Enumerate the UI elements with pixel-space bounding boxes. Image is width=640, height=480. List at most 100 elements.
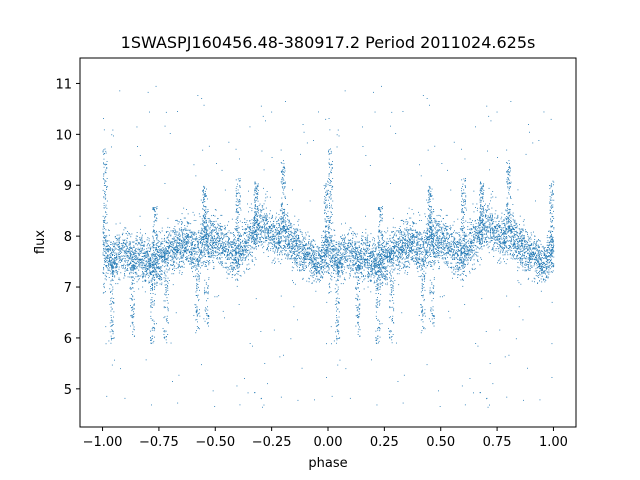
data-point [441, 220, 442, 222]
data-point [500, 235, 502, 237]
data-point [438, 248, 440, 250]
data-point [275, 243, 277, 245]
data-point [260, 210, 262, 212]
data-point [483, 225, 485, 226]
data-point [400, 246, 402, 248]
data-point [134, 265, 136, 267]
data-point [139, 251, 141, 253]
data-point [165, 275, 167, 277]
data-point [355, 267, 357, 269]
data-point [303, 250, 305, 252]
data-point [200, 235, 202, 237]
data-point [325, 260, 326, 262]
data-point [303, 254, 305, 256]
data-point [499, 263, 501, 264]
data-point [129, 249, 130, 250]
data-point [211, 233, 212, 235]
data-point [518, 267, 520, 269]
data-point [293, 229, 295, 231]
data-point [459, 267, 461, 269]
data-point [366, 267, 368, 269]
data-point [298, 246, 300, 247]
data-point [429, 230, 431, 232]
data-point [258, 225, 259, 226]
data-point [254, 234, 256, 235]
data-point [524, 270, 526, 272]
data-point [127, 248, 129, 249]
data-point [449, 235, 450, 237]
data-point [287, 244, 289, 246]
data-point [324, 232, 326, 234]
data-point [388, 252, 390, 254]
data-point [143, 267, 145, 268]
data-point [393, 252, 395, 254]
data-point [146, 245, 148, 247]
data-point [406, 231, 408, 233]
data-point [234, 268, 236, 270]
data-point [146, 260, 148, 262]
data-point [356, 265, 358, 267]
data-point [359, 261, 361, 263]
data-point [411, 250, 413, 252]
data-point [435, 252, 436, 254]
data-point [329, 250, 331, 252]
data-point [360, 272, 361, 274]
data-point [154, 267, 155, 269]
data-point [398, 254, 399, 256]
data-point [467, 239, 469, 241]
data-point [397, 259, 399, 260]
data-point [440, 250, 442, 252]
data-point [215, 238, 217, 240]
data-point [157, 249, 159, 251]
data-point [154, 287, 156, 289]
data-point [381, 266, 383, 268]
data-point [377, 263, 379, 265]
data-point [211, 255, 212, 257]
data-point [322, 259, 324, 261]
data-point [136, 251, 138, 253]
data-point [106, 243, 108, 245]
data-point [538, 257, 540, 259]
data-point [416, 247, 418, 249]
data-point [203, 220, 204, 222]
data-point [263, 219, 265, 221]
data-point [478, 225, 480, 227]
data-point [441, 247, 442, 248]
data-point [334, 260, 336, 262]
data-point [386, 278, 388, 280]
data-point [126, 241, 128, 243]
data-point [380, 262, 382, 264]
data-point [213, 238, 215, 240]
data-point [545, 268, 547, 270]
data-point [186, 225, 188, 227]
data-point [512, 245, 514, 247]
data-point [140, 247, 142, 249]
data-point [409, 248, 411, 249]
data-point [443, 233, 445, 235]
data-point [212, 221, 214, 223]
data-point [200, 258, 202, 259]
data-point [138, 278, 140, 280]
data-point [227, 251, 229, 253]
data-point [453, 249, 455, 251]
data-point [228, 238, 230, 240]
data-point [452, 255, 453, 257]
data-point [498, 250, 500, 252]
data-point [410, 236, 412, 237]
data-point [285, 238, 287, 240]
data-point [275, 249, 276, 251]
data-point [289, 236, 291, 238]
data-point [459, 242, 461, 244]
data-point [129, 273, 131, 275]
data-point [321, 247, 323, 248]
data-point [522, 263, 524, 265]
data-point [516, 232, 517, 234]
data-point [333, 264, 335, 266]
data-point [425, 253, 427, 255]
data-point [315, 270, 317, 272]
data-point [397, 230, 399, 232]
data-point [133, 245, 135, 247]
data-point [427, 229, 428, 231]
data-point [220, 238, 222, 239]
data-point [300, 243, 302, 245]
